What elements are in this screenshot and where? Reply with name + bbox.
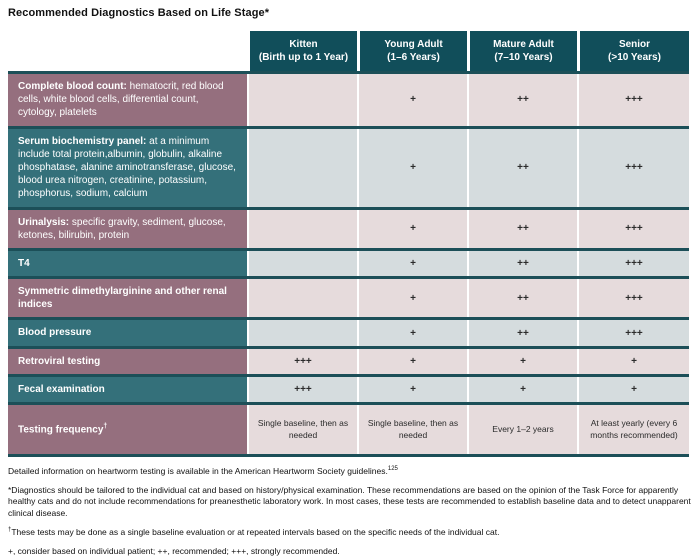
header-spacer xyxy=(8,31,247,71)
row-label: Complete blood count: hematocrit, red bl… xyxy=(8,74,247,126)
cell-mature-adult: + xyxy=(467,348,577,374)
footnote-key: +, consider based on individual patient;… xyxy=(8,546,340,557)
cell-mature-adult: ++ xyxy=(467,250,577,277)
row-label: Symmetric dimethylarginine and other ren… xyxy=(8,279,247,318)
column-range: (1–6 Years) xyxy=(387,52,440,63)
column-range: (Birth up to 1 Year) xyxy=(258,52,349,63)
column-name: Kitten xyxy=(289,38,318,50)
diagnostics-table: Kitten (Birth up to 1 Year) Young Adult … xyxy=(8,31,689,457)
cell-kitten: +++ xyxy=(247,348,357,374)
cell-young-adult: + xyxy=(357,74,467,126)
footnote-dagger: †These tests may be done as a single bas… xyxy=(8,526,500,537)
cell-kitten xyxy=(247,320,357,346)
column-header-kitten: Kitten (Birth up to 1 Year) xyxy=(247,31,357,71)
row-label: Urinalysis: specific gravity, sediment, … xyxy=(8,209,247,248)
cell-young-adult: + xyxy=(357,376,467,402)
column-header-mature-adult: Mature Adult (7–10 Years) xyxy=(467,31,577,71)
cell-senior: +++ xyxy=(577,250,689,277)
cell-mature-adult: Every 1–2 years xyxy=(467,405,577,454)
row-label: Fecal examination xyxy=(8,376,247,402)
column-range: (7–10 Years) xyxy=(494,52,553,63)
column-name: Young Adult xyxy=(384,38,443,50)
cell-mature-adult: ++ xyxy=(467,279,577,318)
row-label: T4 xyxy=(8,250,247,277)
cell-kitten xyxy=(247,74,357,126)
cell-mature-adult: ++ xyxy=(467,128,577,207)
row-label: Retroviral testing xyxy=(8,348,247,374)
cell-senior: +++ xyxy=(577,209,689,248)
cell-mature-adult: ++ xyxy=(467,74,577,126)
table-row-blood-pressure: Blood pressure + ++ +++ xyxy=(8,317,689,346)
table-row-t4: T4 + ++ +++ xyxy=(8,247,689,277)
cell-senior: +++ xyxy=(577,128,689,207)
cell-young-adult: + xyxy=(357,279,467,318)
column-name: Senior xyxy=(618,38,651,50)
cell-senior: +++ xyxy=(577,320,689,346)
cell-young-adult: + xyxy=(357,250,467,277)
column-range: (>10 Years) xyxy=(608,52,661,63)
row-label: Testing frequency† xyxy=(8,405,247,454)
cell-kitten xyxy=(247,279,357,318)
cell-kitten: Single baseline, then as needed xyxy=(247,405,357,454)
table-row-complete-blood-count: Complete blood count: hematocrit, red bl… xyxy=(8,71,689,126)
table-row-retroviral-testing: Retroviral testing +++ + + + xyxy=(8,345,689,374)
footnote-heartworm: Detailed information on heartworm testin… xyxy=(8,466,398,476)
column-name: Mature Adult xyxy=(493,38,554,50)
cell-mature-adult: + xyxy=(467,376,577,402)
table-row-sdma: Symmetric dimethylarginine and other ren… xyxy=(8,276,689,318)
cell-kitten xyxy=(247,209,357,248)
cell-kitten: +++ xyxy=(247,376,357,402)
table-header-row: Kitten (Birth up to 1 Year) Young Adult … xyxy=(8,31,689,71)
row-label: Serum biochemistry panel: at a minimum i… xyxy=(8,128,247,207)
cell-young-adult: + xyxy=(357,209,467,248)
cell-senior: At least yearly (every 6 months recommen… xyxy=(577,405,689,454)
cell-young-adult: + xyxy=(357,320,467,346)
cell-young-adult: + xyxy=(357,128,467,207)
page-title: Recommended Diagnostics Based on Life St… xyxy=(8,7,270,19)
cell-senior: +++ xyxy=(577,74,689,126)
cell-senior: + xyxy=(577,348,689,374)
footnote-asterisk: *Diagnostics should be tailored to the i… xyxy=(8,485,691,518)
cell-young-adult: + xyxy=(357,348,467,374)
cell-senior: +++ xyxy=(577,279,689,318)
table-row-fecal-examination: Fecal examination +++ + + + xyxy=(8,373,689,402)
cell-senior: + xyxy=(577,376,689,402)
table-row-urinalysis: Urinalysis: specific gravity, sediment, … xyxy=(8,206,689,248)
cell-mature-adult: ++ xyxy=(467,209,577,248)
reference-superscript: 125 xyxy=(387,466,398,473)
table-row-serum-biochemistry: Serum biochemistry panel: at a minimum i… xyxy=(8,125,689,207)
cell-kitten xyxy=(247,250,357,277)
dagger-superscript: † xyxy=(103,423,108,431)
cell-young-adult: Single baseline, then as needed xyxy=(357,405,467,454)
row-label: Blood pressure xyxy=(8,320,247,346)
column-header-young-adult: Young Adult (1–6 Years) xyxy=(357,31,467,71)
column-header-senior: Senior (>10 Years) xyxy=(577,31,689,71)
footnotes: Detailed information on heartworm testin… xyxy=(8,457,691,557)
cell-kitten xyxy=(247,128,357,207)
table-body: Complete blood count: hematocrit, red bl… xyxy=(8,71,689,457)
table-row-testing-frequency: Testing frequency† Single baseline, then… xyxy=(8,402,689,454)
cell-mature-adult: ++ xyxy=(467,320,577,346)
